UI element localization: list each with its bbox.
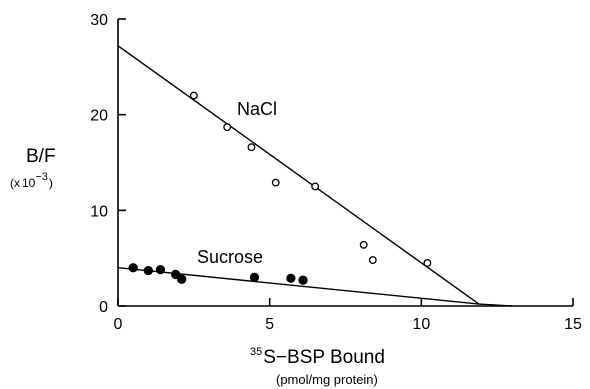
data-point-sucrose — [286, 273, 296, 283]
x-axis-units: (pmol/mg protein) — [276, 372, 378, 387]
y-axis-scale: (x 10−3) — [10, 171, 53, 190]
data-point-sucrose — [155, 264, 166, 275]
data-point-sucrose — [177, 274, 187, 284]
data-point-sucrose — [143, 265, 153, 276]
x-tick-label: 15 — [564, 316, 582, 333]
x-tick-label: 5 — [265, 316, 274, 333]
y-axis-scale-exponent: −3 — [35, 171, 48, 183]
data-point-nacl — [359, 240, 368, 249]
data-point-nacl — [311, 182, 320, 191]
series-label-nacl: NaCl — [237, 99, 277, 119]
y-tick-label: 10 — [90, 203, 108, 220]
y-tick-label: 30 — [90, 12, 108, 29]
tick-labels: 0 5 10 15 0 10 20 30 — [90, 12, 582, 333]
y-axis-title: B/F — [26, 146, 56, 167]
fit-lines — [117, 45, 513, 307]
x-axis-superscript: 35 — [250, 346, 262, 358]
x-axis-title: 35S−BSP Bound — [250, 346, 385, 368]
x-axis-main: S−BSP Bound — [263, 347, 385, 368]
data-point-sucrose — [298, 275, 308, 285]
y-tick-label: 0 — [99, 299, 108, 316]
data-point-nacl — [368, 256, 377, 265]
series-labels: NaCl Sucrose — [197, 99, 277, 267]
data-point-sucrose — [249, 272, 260, 282]
series-label-sucrose: Sucrose — [197, 247, 263, 267]
data-point-sucrose — [128, 263, 138, 273]
axes — [117, 19, 573, 307]
data-point-nacl — [189, 91, 198, 100]
data-point-nacl — [223, 123, 232, 132]
fit-line-nacl — [117, 45, 513, 307]
data-points — [128, 91, 432, 285]
x-tick-label: 0 — [114, 316, 123, 333]
x-tick-label: 10 — [412, 316, 430, 333]
data-point-sucrose — [170, 269, 181, 280]
data-point-nacl — [247, 143, 256, 152]
y-axis-scale-base: 10 — [22, 176, 36, 190]
tick-marks — [117, 18, 574, 307]
y-axis-scale-suffix: ) — [49, 176, 53, 190]
y-axis-scale-prefix: (x — [10, 176, 20, 190]
data-point-nacl — [423, 259, 432, 267]
x-axis-label: 35S−BSP Bound (pmol/mg protein) — [250, 346, 385, 387]
y-tick-label: 20 — [90, 108, 108, 125]
data-point-nacl — [271, 178, 280, 187]
y-axis-label: B/F (x 10−3) — [10, 146, 56, 190]
